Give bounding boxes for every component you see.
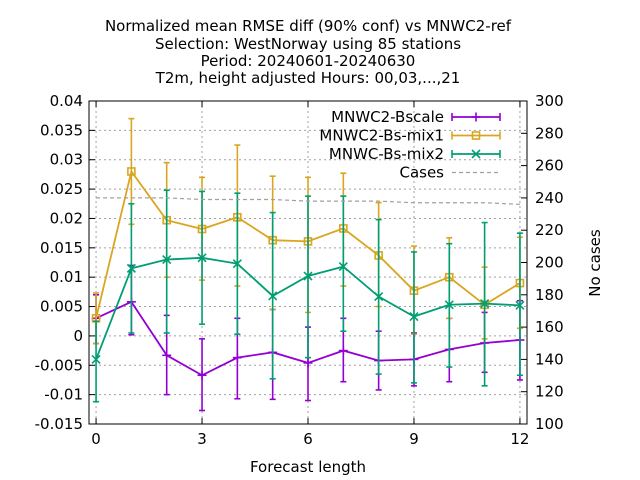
legend-marker-1 bbox=[471, 131, 481, 140]
y-left-tick-label-10: 0.035 bbox=[40, 121, 83, 139]
point-2-1-d2 bbox=[126, 263, 136, 273]
error-bar-2-0 bbox=[93, 320, 100, 403]
point-2-2-d2 bbox=[162, 254, 172, 265]
point-0-2 bbox=[162, 350, 172, 360]
legend-marker-0 bbox=[471, 112, 481, 122]
y-right-tick-label-7: 240 bbox=[535, 189, 564, 207]
point-2-9 bbox=[409, 311, 419, 322]
y-axis-right-label: No cases bbox=[586, 229, 604, 297]
point-2-12-d2 bbox=[515, 300, 525, 310]
x-tick-label-1: 3 bbox=[197, 430, 207, 448]
point-2-9-d2 bbox=[409, 311, 419, 322]
point-2-8 bbox=[374, 291, 384, 302]
point-2-0 bbox=[91, 354, 101, 364]
y-right-tick-label-9: 280 bbox=[535, 124, 564, 142]
point-0-7 bbox=[338, 346, 348, 356]
chart-title-line-1: Normalized mean RMSE diff (90% conf) vs … bbox=[105, 17, 512, 35]
y-right-tick-label-1: 120 bbox=[535, 383, 564, 401]
x-tick-label-2: 6 bbox=[303, 430, 313, 448]
y-right-tick-label-4: 180 bbox=[535, 286, 564, 304]
x-tick-label-4: 12 bbox=[510, 430, 529, 448]
point-2-7 bbox=[338, 262, 348, 272]
point-2-3-d2 bbox=[197, 253, 207, 263]
y-left-tick-label-0: -0.015 bbox=[35, 415, 83, 433]
point-2-1 bbox=[126, 263, 136, 273]
y-right-tick-label-6: 220 bbox=[535, 221, 564, 239]
point-2-12 bbox=[515, 300, 525, 310]
point-2-11 bbox=[480, 299, 490, 309]
y-left-tick-label-1: -0.01 bbox=[44, 386, 83, 404]
axes bbox=[88, 100, 528, 425]
point-2-4-d2 bbox=[232, 259, 242, 269]
series-line-3 bbox=[96, 197, 520, 205]
legend-item-2: MNWC-Bs-mix2 bbox=[329, 145, 501, 163]
legend-label-0: MNWC2-Bscale bbox=[331, 108, 444, 126]
point-2-6-d2 bbox=[303, 271, 313, 281]
y-left-tick-label-7: 0.02 bbox=[50, 209, 83, 227]
point-2-0-d2 bbox=[91, 354, 101, 364]
point-2-7-d2 bbox=[338, 262, 348, 272]
point-2-6 bbox=[303, 271, 313, 281]
point-1-1 bbox=[127, 167, 136, 176]
error-bar-2-2 bbox=[163, 189, 170, 334]
series-3 bbox=[96, 197, 520, 205]
series-2 bbox=[91, 189, 525, 403]
point-2-10-d2 bbox=[444, 300, 454, 310]
chart-title-line-2: Selection: WestNorway using 85 stations bbox=[155, 35, 461, 53]
x-axis-label: Forecast length bbox=[250, 458, 366, 476]
legend-item-1: MNWC2-Bs-mix1 bbox=[319, 127, 501, 145]
y-right-tick-label-10: 300 bbox=[535, 92, 564, 110]
y-left-tick-label-3: 0 bbox=[73, 327, 83, 345]
point-2-2 bbox=[162, 254, 172, 265]
point-2-5 bbox=[268, 291, 278, 301]
y-right-tick-label-0: 100 bbox=[535, 415, 564, 433]
chart-title: Normalized mean RMSE diff (90% conf) vs … bbox=[105, 17, 512, 87]
x-tick-label-3: 9 bbox=[409, 430, 419, 448]
legend-item-3: Cases bbox=[399, 164, 500, 182]
tick-labels: 0 3 6 9 12 -0.015 -0.01 -0.005 0 0.005 0.01 0.015 0.… bbox=[35, 92, 564, 448]
legend-label-2: MNWC-Bs-mix2 bbox=[329, 145, 444, 163]
point-2-10 bbox=[444, 300, 454, 310]
y-right-tick-label-5: 200 bbox=[535, 254, 564, 272]
point-2-8-d2 bbox=[374, 291, 384, 302]
error-bar-2-7 bbox=[340, 195, 347, 333]
plot-area bbox=[91, 117, 525, 412]
legend-marker-2 bbox=[471, 149, 481, 159]
y-left-tick-label-2: -0.005 bbox=[35, 356, 83, 374]
point-2-11-d2 bbox=[480, 299, 490, 309]
point-0-3 bbox=[197, 370, 207, 380]
y-left-tick-label-9: 0.03 bbox=[50, 151, 83, 169]
error-bar-2-12 bbox=[516, 232, 523, 377]
y-right-tick-label-2: 140 bbox=[535, 350, 564, 368]
legend-label-3: Cases bbox=[399, 164, 444, 182]
y-left-tick-label-5: 0.01 bbox=[50, 268, 83, 286]
y-left-tick-label-8: 0.025 bbox=[40, 180, 83, 198]
point-2-3 bbox=[197, 253, 207, 263]
point-0-6 bbox=[303, 358, 313, 368]
point-2-4 bbox=[232, 259, 242, 269]
y-left-tick-label-4: 0.005 bbox=[40, 298, 83, 316]
chart-title-line-4: T2m, height adjusted Hours: 00,03,...,21 bbox=[155, 69, 461, 87]
legend-marker-1-box bbox=[471, 131, 481, 140]
point-0-4 bbox=[232, 353, 242, 363]
legend-item-0: MNWC2-Bscale bbox=[331, 108, 501, 126]
y-right-tick-label-3: 160 bbox=[535, 318, 564, 336]
y-right-tick-label-8: 260 bbox=[535, 157, 564, 175]
legend: MNWC2-BscaleMNWC2-Bs-mix1MNWC-Bs-mix2Cas… bbox=[319, 108, 501, 182]
point-2-5-d2 bbox=[268, 291, 278, 301]
y-left-tick-label-11: 0.04 bbox=[50, 92, 83, 110]
legend-label-1: MNWC2-Bs-mix1 bbox=[319, 127, 444, 145]
chart-title-line-3: Period: 20240601-20240630 bbox=[201, 52, 416, 70]
x-tick-label-0: 0 bbox=[91, 430, 101, 448]
legend-marker-2-d2 bbox=[471, 149, 481, 159]
point-1-1-box bbox=[127, 167, 136, 176]
y-left-tick-label-6: 0.015 bbox=[40, 239, 83, 257]
